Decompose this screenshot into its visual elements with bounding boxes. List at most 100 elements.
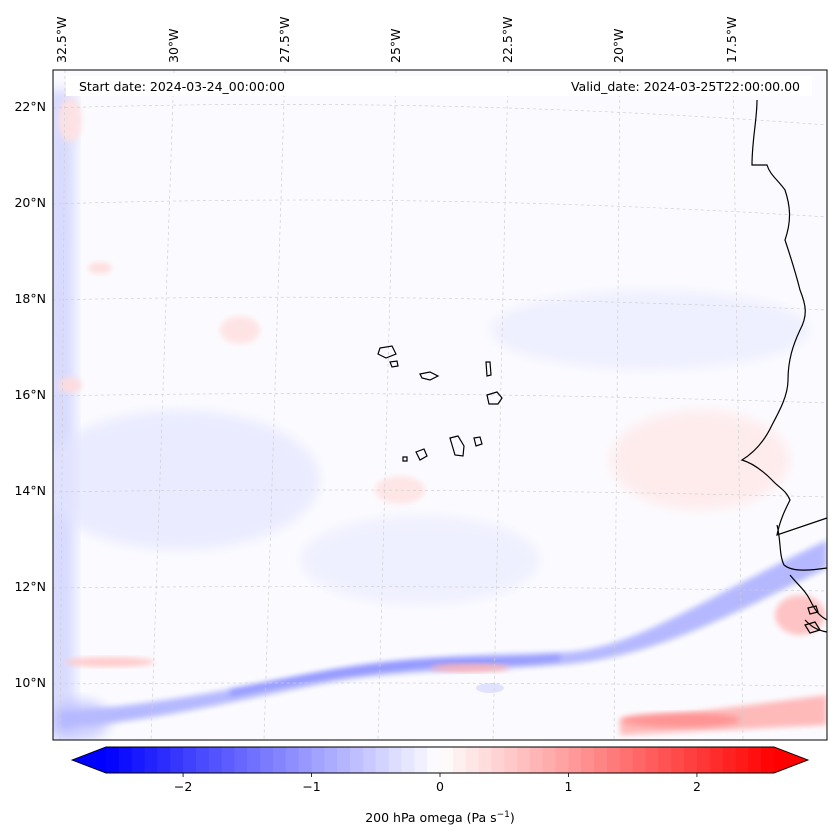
colorbar-cell [298,747,313,773]
colorbar-cell [504,747,518,773]
omega-field [53,90,827,740]
colorbar-cell [118,747,133,773]
colorbar-cell [221,747,236,773]
bissagos-islands [804,605,821,634]
colorbar-cell [350,747,364,773]
colorbar-tick-label: −2 [174,779,192,794]
latitude-tick-label: 16°N [14,387,46,402]
colorbar-cell [619,747,634,773]
santiago-island [449,435,465,457]
colorbar-cell [337,747,351,773]
boa-vista-island [486,391,503,405]
omega-faint-red-region [375,476,425,504]
colorbar-cell [568,747,582,773]
colorbar-cell [427,747,441,773]
colorbar-cell [529,747,544,773]
colorbar-cell [632,747,647,773]
colorbar-label-close: ) [510,810,515,825]
colorbar-cell [157,747,171,773]
colorbar-cell [452,747,467,773]
colorbar-label: 200 hPa omega (Pa s−1) [365,810,515,825]
colorbar-cell [131,747,146,773]
omega-faint-red-region [610,410,790,510]
latitude-tick-label: 12°N [14,579,46,594]
latitude-tick-label: 14°N [14,483,46,498]
longitude-tick-label: 27.5°W [277,17,292,63]
fogo-island [415,448,428,461]
colorbar-cells [106,747,775,773]
colorbar-cell [273,747,287,773]
omega-faint-red-region [58,98,82,142]
colorbar-cell [709,747,724,773]
colorbar-cell [478,747,492,773]
longitude-axis: 32.5°W 30°W 27.5°W 25°W 22.5°W 20°W 17.5… [54,17,739,63]
longitude-tick-label: 32.5°W [54,17,69,63]
latitude-tick-label: 22°N [14,99,46,114]
coastlines [377,99,828,634]
sao-nicolau-island [419,371,440,381]
colorbar-cell [247,747,261,773]
maio-island [473,436,483,447]
guinea-bissau-coastline [789,574,828,621]
latitude-tick-label: 20°N [14,195,46,210]
colorbar-outline [70,746,810,774]
valid-date-label: Valid_date: 2024-03-25T22:00:00.00 [571,79,800,94]
brava-island [402,456,408,462]
colorbar-min-extension [72,747,106,773]
longitude-tick-label: 22.5°W [500,17,515,63]
colorbar-cell [440,747,454,773]
guinea-coastline [804,619,828,633]
start-date-label: Start date: 2024-03-24_00:00:00 [79,79,285,94]
latitude-axis: 22°N 20°N 18°N 16°N 14°N 12°N 10°N [14,99,46,690]
colorbar-cell [607,747,621,773]
colorbar-cell [388,747,403,773]
santa-luzia-island [389,360,399,368]
colorbar-tick-label: 1 [564,779,572,794]
omega-descent-spot [65,657,155,667]
colorbar-ticks: −2 −1 0 1 2 [174,773,701,794]
omega-faint-red-region [88,262,112,274]
omega-ascent-band [60,540,827,728]
colorbar-cell [658,747,672,773]
omega-faint-blue-region [300,515,540,605]
colorbar-cell [414,747,428,773]
longitude-tick-label: 17.5°W [724,17,739,63]
senegambia-coastline [776,524,828,571]
sal-island [485,361,492,377]
colorbar-cell [722,747,737,773]
colorbar-cell [144,747,158,773]
map-border [52,69,828,741]
map-background [53,70,827,740]
colorbar-cell [748,747,762,773]
omega-descent-core [620,713,740,727]
colorbar-tick-label: 2 [693,779,701,794]
colorbar-cell [735,747,749,773]
colorbar-cell [362,747,377,773]
longitude-tick-label: 20°W [611,28,626,63]
colorbar-cell [375,747,390,773]
colorbar-cell [491,747,505,773]
longitude-tick-label: 30°W [166,28,181,63]
colorbar-cell [285,747,300,773]
latitude-tick-label: 18°N [14,291,46,306]
colorbar-cell [170,747,184,773]
colorbar-cell [465,747,480,773]
colorbar-cell [195,747,210,773]
colorbar-cell [555,747,570,773]
omega-faint-red-region [58,377,82,393]
colorbar-cell [183,747,197,773]
colorbar-cell [234,747,248,773]
omega-faint-blue-region [53,410,320,550]
colorbar-cell [311,747,325,773]
colorbar-cell [208,747,223,773]
omega-ascent-spot [476,683,504,693]
omega-descent-spot [430,664,510,672]
colorbar-cell [401,747,415,773]
colorbar-cell [761,747,775,773]
sao-vicente-island [377,345,397,359]
colorbar-max-extension [774,747,808,773]
date-header-background [66,76,812,96]
colorbar-cell [696,747,711,773]
african-coastline [740,99,828,536]
